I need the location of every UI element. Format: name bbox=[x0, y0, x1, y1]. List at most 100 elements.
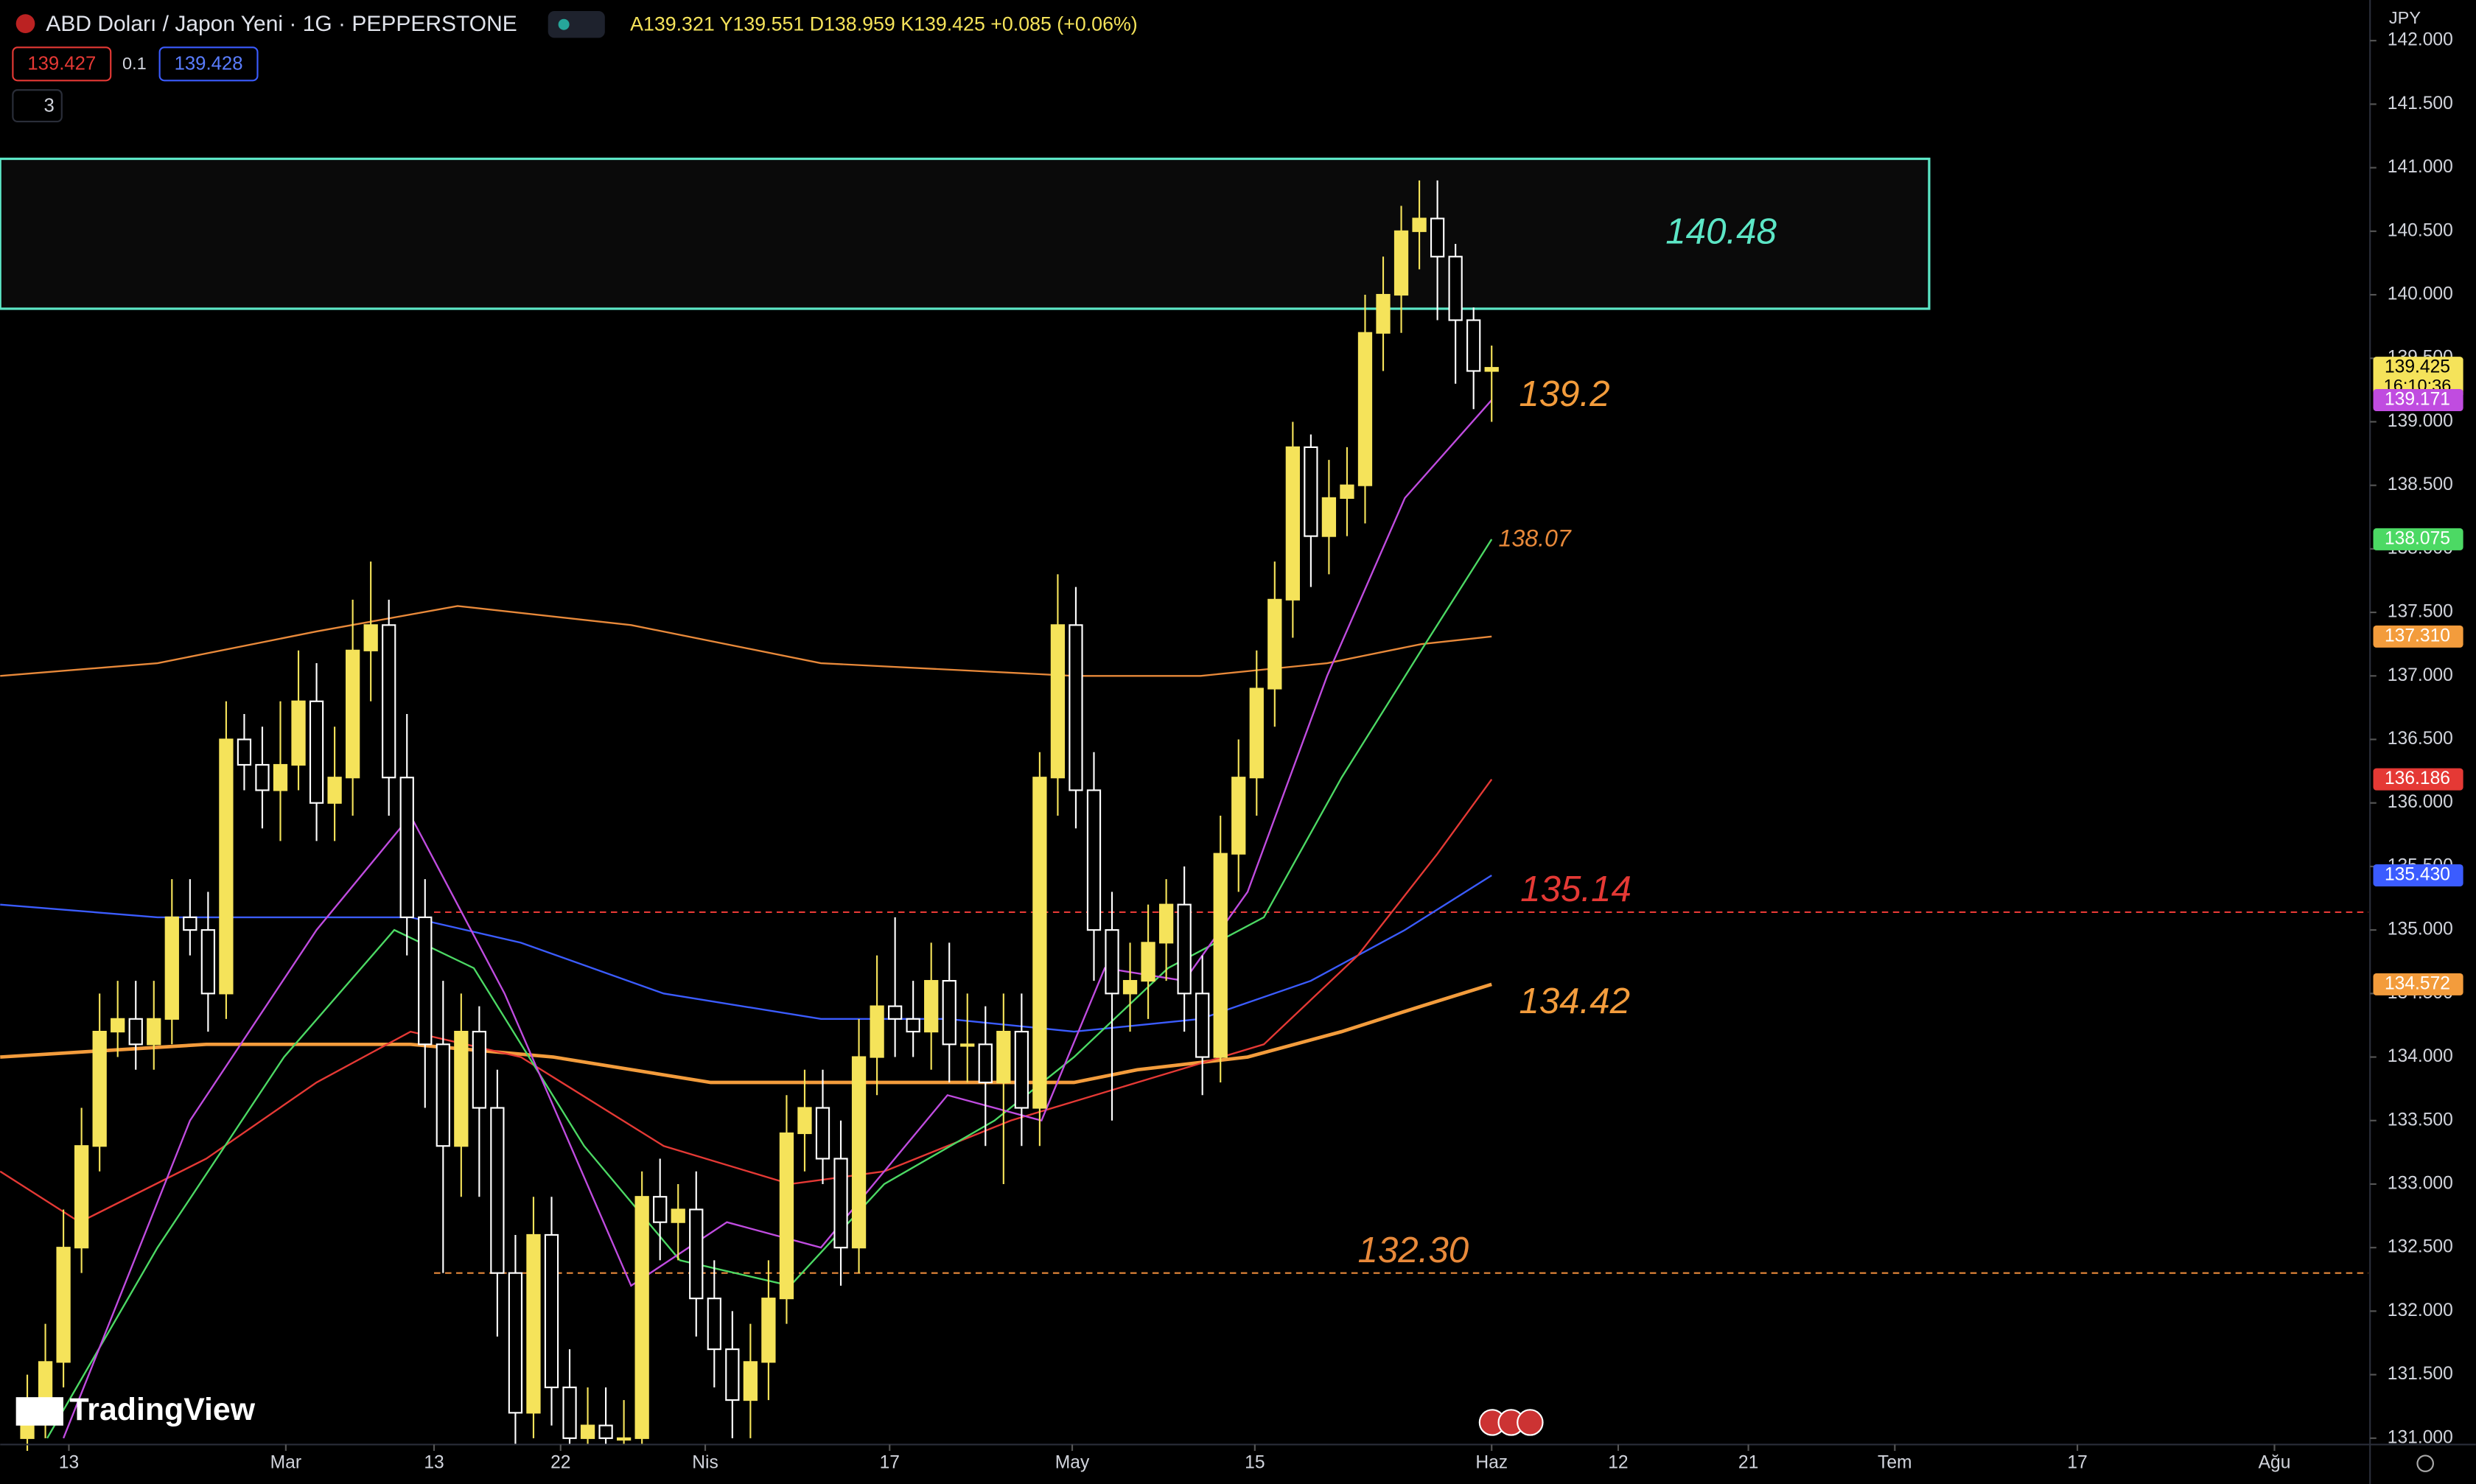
candle-body bbox=[1249, 687, 1264, 779]
y-tick-label: 132.500 bbox=[2388, 1237, 2453, 1257]
candle-body bbox=[111, 1018, 125, 1033]
price-tag-label: 137.310 bbox=[2385, 626, 2450, 645]
candle-body bbox=[815, 1107, 830, 1160]
x-tick-label: Nis bbox=[692, 1453, 718, 1473]
y-tick-label: 131.000 bbox=[2388, 1427, 2453, 1447]
x-tick-label: 15 bbox=[1245, 1453, 1265, 1473]
price-tag bbox=[2373, 768, 2463, 791]
candle-body bbox=[490, 1107, 505, 1274]
price-tag-label: 135.430 bbox=[2385, 864, 2450, 884]
candle-body bbox=[345, 649, 360, 779]
candle-body bbox=[418, 916, 433, 1046]
candle-body bbox=[870, 1005, 884, 1058]
candle-body bbox=[1285, 446, 1300, 601]
y-tick-label: 131.500 bbox=[2388, 1364, 2453, 1384]
candle-body bbox=[1032, 777, 1047, 1109]
zone bbox=[0, 157, 1931, 310]
level-label: 132.30 bbox=[1357, 1230, 1469, 1270]
buy-price[interactable]: 139.428 bbox=[175, 54, 243, 74]
x-tick-label: 13 bbox=[424, 1453, 444, 1473]
price-tag-label: 139.425 bbox=[2385, 357, 2450, 377]
symbol[interactable]: ABD Doları / Japon Yeni · 1G · PEPPERSTO… bbox=[46, 12, 517, 36]
x-tick-label: Haz bbox=[1475, 1453, 1508, 1473]
candle-body bbox=[653, 1196, 668, 1223]
settings-icon[interactable] bbox=[2416, 1455, 2434, 1472]
candle-body bbox=[996, 1030, 1011, 1084]
candle-body bbox=[1195, 993, 1210, 1058]
y-tick-label: 142.000 bbox=[2388, 30, 2453, 50]
candle-body bbox=[526, 1233, 541, 1414]
candle-body bbox=[164, 916, 179, 1020]
candle-body bbox=[671, 1208, 685, 1223]
candle-body bbox=[1105, 929, 1119, 995]
y-tick-label: 136.500 bbox=[2388, 729, 2453, 749]
price-tag-label: 136.186 bbox=[2385, 769, 2450, 788]
y-tick-label: 141.000 bbox=[2388, 157, 2453, 177]
price-tag bbox=[2373, 388, 2463, 411]
plot-area: 140.48 135.14 132.30 139.2 138.07 134.42 bbox=[0, 157, 2369, 1452]
y-tick-label: 136.000 bbox=[2388, 792, 2453, 812]
y-tick-label: 133.000 bbox=[2388, 1173, 2453, 1193]
price-tag bbox=[2373, 357, 2463, 398]
y-tick-label: 133.500 bbox=[2388, 1110, 2453, 1130]
price-note: 134.42 bbox=[1519, 981, 1630, 1021]
candle-body bbox=[472, 1030, 487, 1109]
logo: TradingView bbox=[70, 1392, 256, 1427]
candle-body bbox=[942, 980, 957, 1046]
candle-body bbox=[183, 916, 197, 931]
candle-body bbox=[128, 1018, 143, 1046]
candle-body bbox=[382, 624, 396, 779]
event-icon[interactable] bbox=[1517, 1409, 1544, 1436]
y-tick-label: 140.500 bbox=[2388, 220, 2453, 240]
x-tick-label: May bbox=[1055, 1453, 1090, 1473]
sell-button[interactable] bbox=[12, 46, 112, 82]
price-tag bbox=[2373, 973, 2463, 995]
candle-body bbox=[327, 777, 342, 804]
candle-body bbox=[1340, 484, 1354, 499]
indicators-count[interactable]: 3 bbox=[44, 95, 55, 116]
price-note: 139.2 bbox=[1519, 374, 1609, 414]
indicators-toggle[interactable] bbox=[12, 89, 63, 123]
candle-body bbox=[562, 1386, 577, 1439]
sell-price[interactable]: 139.427 bbox=[27, 54, 96, 74]
status bbox=[548, 10, 605, 38]
candle-body bbox=[237, 738, 252, 766]
candle-body bbox=[924, 980, 939, 1033]
candle-body bbox=[833, 1158, 848, 1249]
candle-body bbox=[544, 1233, 559, 1388]
x-tick-label: Tem bbox=[1878, 1453, 1912, 1473]
zone-label: 140.48 bbox=[1665, 211, 1777, 251]
candle-body bbox=[454, 1030, 469, 1147]
price-tag bbox=[2373, 864, 2463, 886]
y-tick-label: 139.000 bbox=[2388, 411, 2453, 431]
candle-body bbox=[399, 777, 414, 918]
candle-body bbox=[598, 1424, 613, 1439]
y-tick-label: 137.500 bbox=[2388, 602, 2453, 622]
candle-body bbox=[1231, 777, 1246, 855]
candle-body bbox=[1050, 624, 1066, 779]
candle-body bbox=[851, 1056, 867, 1249]
price-tag-label: 134.572 bbox=[2385, 973, 2450, 993]
candle-body bbox=[797, 1107, 812, 1135]
candle-body bbox=[960, 1043, 975, 1047]
candle-body bbox=[56, 1247, 71, 1363]
candle-body bbox=[743, 1361, 758, 1401]
currency[interactable]: JPY bbox=[2389, 8, 2421, 27]
status-dot bbox=[558, 18, 570, 30]
candle-body bbox=[616, 1437, 632, 1441]
candle-body bbox=[689, 1208, 704, 1300]
y-tick-label: 141.500 bbox=[2388, 94, 2453, 113]
candle-body bbox=[255, 763, 270, 791]
candle-body bbox=[1304, 446, 1318, 537]
candle-body bbox=[1213, 853, 1228, 1058]
buy-button[interactable] bbox=[158, 46, 259, 82]
candle-body bbox=[508, 1272, 523, 1414]
x-tick-label: 17 bbox=[880, 1453, 900, 1473]
y-tick-label: 140.000 bbox=[2388, 284, 2453, 304]
candle-body bbox=[887, 1005, 903, 1020]
candle-body bbox=[1466, 319, 1481, 372]
x-tick-label: Ağu bbox=[2259, 1453, 2291, 1473]
candle-body bbox=[978, 1043, 993, 1084]
candle-body bbox=[291, 700, 306, 766]
indicator-line bbox=[63, 399, 1493, 1439]
